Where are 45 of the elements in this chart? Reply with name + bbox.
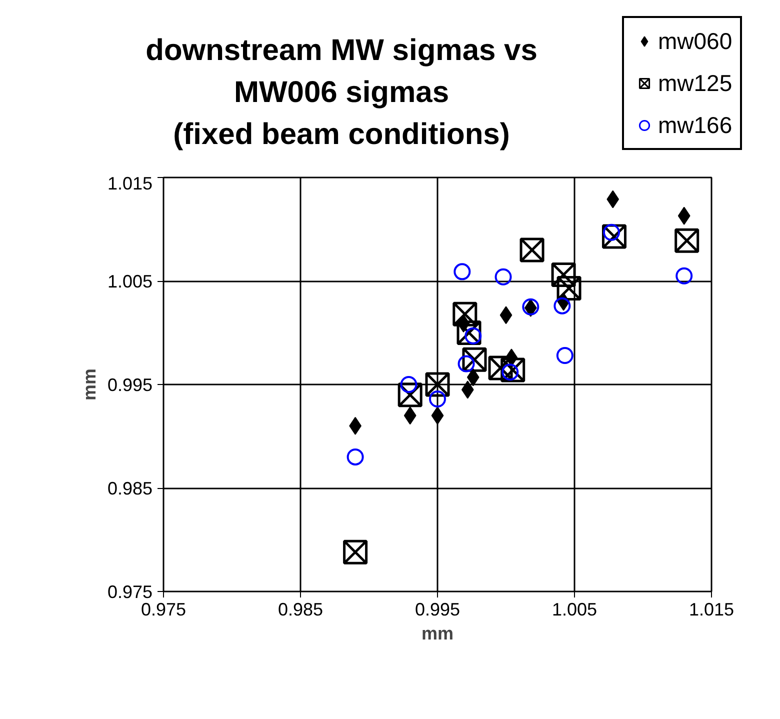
point <box>452 302 478 326</box>
point <box>462 347 487 372</box>
x-axis-title: mm <box>421 624 454 644</box>
point <box>425 372 450 397</box>
point <box>429 390 446 408</box>
point <box>502 364 519 381</box>
point <box>674 228 700 253</box>
legend-label: mw166 <box>658 112 732 138</box>
x-tick-label: 0.975 <box>140 600 186 620</box>
legend-label: mw060 <box>658 28 732 54</box>
y-tick-label: 0.995 <box>107 375 153 395</box>
y-tick-label: 1.005 <box>107 272 153 292</box>
y-tick-label: 1.015 <box>107 174 153 194</box>
point <box>454 263 471 280</box>
y-axis-title: mm <box>79 368 100 401</box>
point <box>500 358 526 382</box>
point <box>520 238 544 262</box>
point <box>678 206 690 225</box>
point <box>500 306 512 324</box>
point <box>554 297 571 314</box>
x-tick-label: 0.985 <box>278 600 324 620</box>
point <box>602 224 620 241</box>
point <box>556 347 574 364</box>
x-tick-label: 1.015 <box>688 600 734 620</box>
chart-title: downstream MW sigmas vs MW006 sigmas (fixed beam conditions) <box>146 34 538 151</box>
legend-label: mw125 <box>658 70 732 96</box>
y-tick-label: 0.975 <box>107 582 153 602</box>
point <box>551 262 576 288</box>
point <box>556 276 582 300</box>
point <box>458 355 475 372</box>
point <box>404 406 416 425</box>
point <box>346 448 364 466</box>
point <box>431 406 444 425</box>
point <box>676 267 693 284</box>
point <box>606 190 620 208</box>
point <box>400 376 418 393</box>
point <box>464 327 482 344</box>
point <box>488 356 513 380</box>
y-tick-label: 0.985 <box>107 478 153 498</box>
point <box>461 380 474 399</box>
point <box>494 268 512 286</box>
point <box>466 368 480 386</box>
point <box>343 540 368 564</box>
x-tick-label: 1.005 <box>552 600 598 620</box>
x-tick-label: 0.995 <box>414 600 460 620</box>
